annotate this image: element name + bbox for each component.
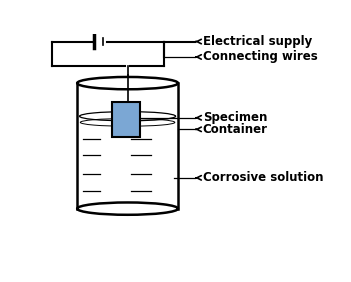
Text: Container: Container: [203, 123, 268, 136]
Text: Connecting wires: Connecting wires: [203, 50, 318, 63]
Text: Electrical supply: Electrical supply: [203, 35, 312, 48]
Text: Specimen: Specimen: [203, 111, 267, 124]
Text: Corrosive solution: Corrosive solution: [203, 171, 323, 184]
Bar: [112, 102, 140, 137]
